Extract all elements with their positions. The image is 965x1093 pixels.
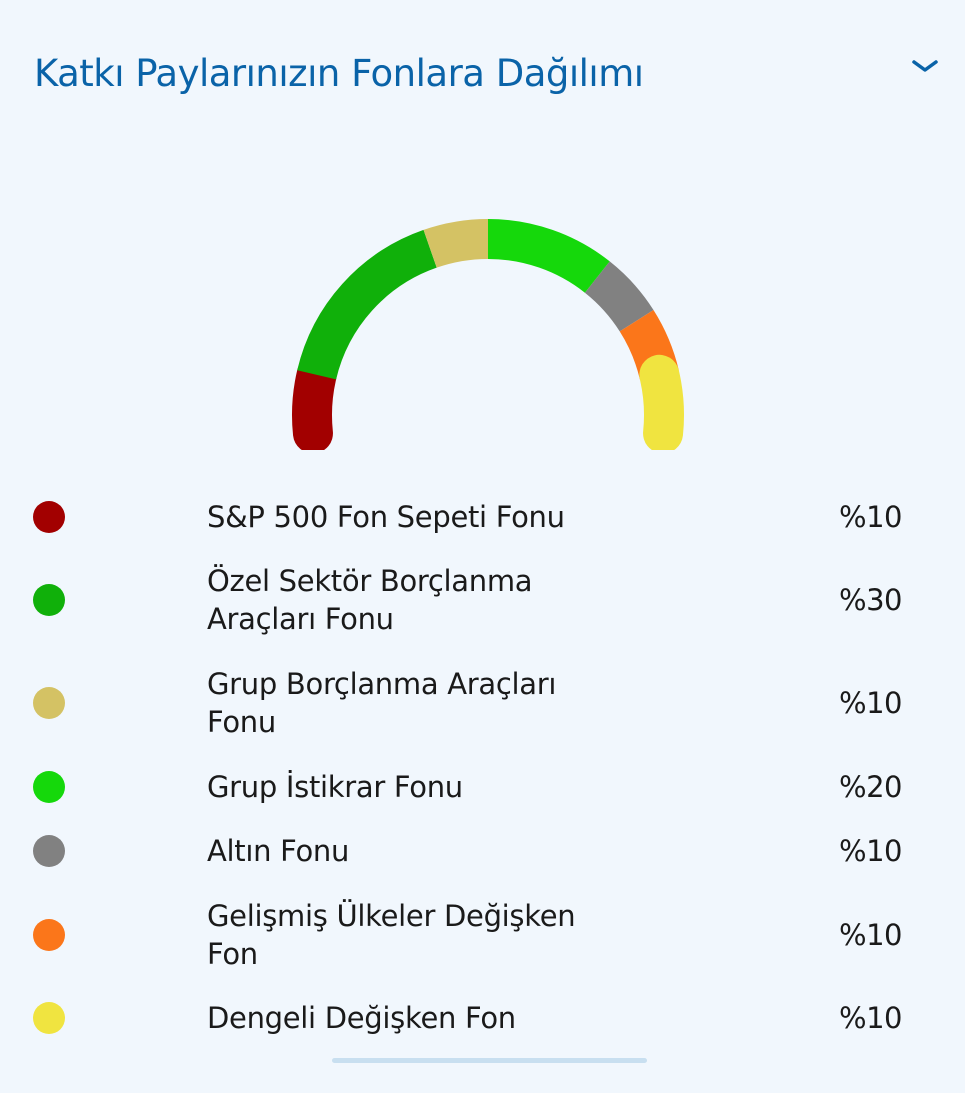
- fund-percentage: %10: [839, 918, 902, 952]
- fund-percentage: %10: [839, 500, 902, 534]
- fund-name: Grup İstikrar Fonu: [207, 770, 463, 804]
- chevron-down-icon[interactable]: [910, 56, 940, 76]
- gauge-segment: [297, 229, 438, 380]
- fund-allocation-gauge: [292, 219, 684, 450]
- gauge-segment: [292, 354, 337, 450]
- fund-percentage: %10: [839, 686, 902, 720]
- fund-name: Gelişmiş Ülkeler Değişken Fon: [207, 899, 576, 971]
- fund-name: Özel Sektör Borçlanma Araçları Fonu: [207, 564, 533, 636]
- fund-percentage: %10: [839, 834, 902, 868]
- legend-color-dot: [33, 501, 65, 533]
- legend-color-dot: [33, 835, 65, 867]
- fund-name: Dengeli Değişken Fon: [207, 1001, 516, 1035]
- scroll-handle[interactable]: [332, 1058, 647, 1063]
- fund-percentage: %30: [839, 583, 902, 617]
- gauge-segment: [487, 219, 610, 294]
- fund-percentage: %10: [839, 1001, 902, 1035]
- fund-name: Altın Fonu: [207, 834, 350, 868]
- legend-color-dot: [33, 771, 65, 803]
- legend-color-dot: [33, 1002, 65, 1034]
- section-header[interactable]: Katkı Paylarınızın Fonlara Dağılımı: [34, 48, 938, 108]
- gauge-segment: [423, 219, 489, 268]
- legend-color-dot: [33, 584, 65, 616]
- gauge-segment: [584, 261, 654, 332]
- gauge-segment: [639, 354, 684, 450]
- fund-name: Grup Borçlanma Araçları Fonu: [207, 667, 557, 739]
- legend-color-dot: [33, 919, 65, 951]
- fund-name: S&P 500 Fon Sepeti Fonu: [207, 500, 565, 534]
- legend-color-dot: [33, 687, 65, 719]
- section-title: Katkı Paylarınızın Fonlara Dağılımı: [34, 52, 644, 95]
- fund-percentage: %20: [839, 770, 902, 804]
